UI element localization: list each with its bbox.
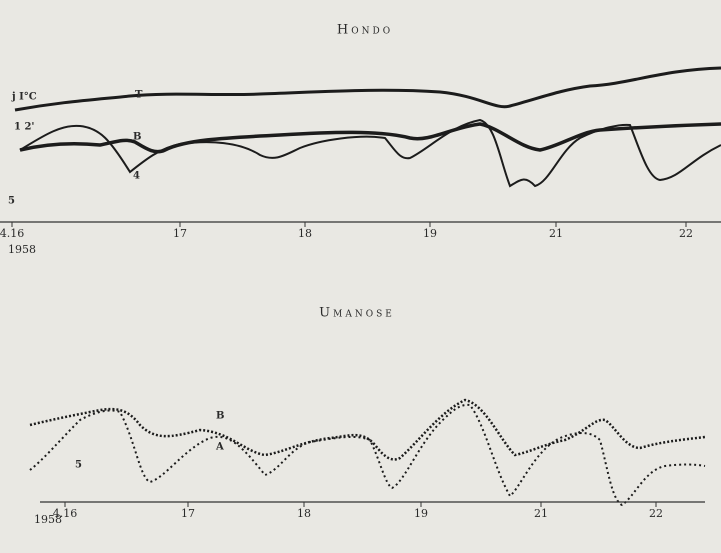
curve <box>19 122 721 154</box>
side-label: j I°C <box>11 92 37 103</box>
side-label: 1 2' <box>14 122 34 133</box>
curve-label: 4 <box>133 171 140 182</box>
x-tick-label: 4.16 <box>0 227 24 240</box>
year-label: 1958 <box>8 243 36 256</box>
x-tick-label: 18 <box>298 227 312 240</box>
panel-title: Hondo <box>337 23 393 38</box>
curve-label: A <box>215 442 224 453</box>
x-tick-label: 21 <box>549 227 563 240</box>
side-label: 5 <box>75 460 82 471</box>
side-label: 5 <box>8 196 15 207</box>
curve-label: T <box>135 90 143 101</box>
curve <box>14 66 721 112</box>
x-tick-label: 22 <box>649 507 663 520</box>
year-label: 1958 <box>34 513 62 526</box>
x-tick-label: 19 <box>414 507 428 520</box>
curve <box>19 118 721 188</box>
curve-label: B <box>216 411 224 422</box>
x-tick-label: 17 <box>181 507 195 520</box>
x-tick-label: 19 <box>423 227 437 240</box>
x-tick-label: 22 <box>679 227 693 240</box>
x-tick-label: 18 <box>297 507 311 520</box>
curve <box>29 398 706 461</box>
panel-title: Umanose <box>319 306 395 321</box>
x-tick-label: 4.16 <box>53 507 78 520</box>
x-tick-label: 21 <box>534 507 548 520</box>
curve-label: B <box>133 132 141 143</box>
x-tick-label: 17 <box>173 227 187 240</box>
